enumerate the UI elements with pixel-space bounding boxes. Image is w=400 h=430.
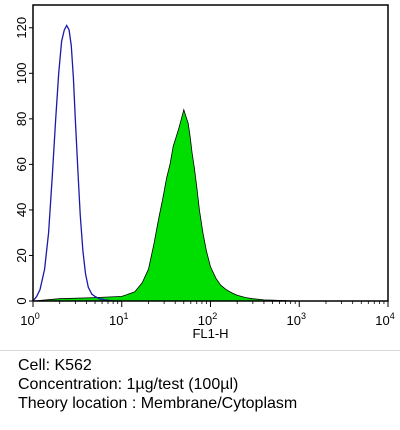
- y-tick-label-60: 60: [14, 157, 29, 171]
- x-tick-label-4: 104: [375, 311, 394, 328]
- x-tick-label-3: 103: [287, 311, 306, 328]
- y-tick-label-80: 80: [14, 112, 29, 126]
- caption-block: Cell: K562 Concentration: 1µg/test (100µ…: [18, 356, 398, 413]
- caption-concentration: Concentration: 1µg/test (100µl): [18, 376, 239, 393]
- x-tick-label-0: 100: [20, 311, 39, 328]
- y-tick-label-120: 120: [14, 17, 29, 39]
- x-tick-label-1: 101: [109, 311, 128, 328]
- y-tick-label-20: 20: [14, 248, 29, 262]
- caption-location: Theory location : Membrane/Cytoplasm: [18, 395, 298, 412]
- histogram-chart: 0 20 40 60 80 100 120 100 101 102 103 104 FL1-H: [14, 4, 395, 341]
- x-axis-label: FL1-H: [192, 326, 228, 341]
- caption-cell: Cell: K562: [18, 357, 92, 374]
- x-tick-label-2: 102: [198, 311, 217, 328]
- y-tick-label-40: 40: [14, 203, 29, 217]
- caption-divider: [0, 350, 400, 351]
- plot-frame: [32, 4, 389, 302]
- y-tick-label-100: 100: [14, 62, 29, 84]
- y-tick-label-0: 0: [14, 297, 29, 304]
- series-0-outline: [32, 24, 122, 302]
- series-1-filled-area: [32, 108, 388, 302]
